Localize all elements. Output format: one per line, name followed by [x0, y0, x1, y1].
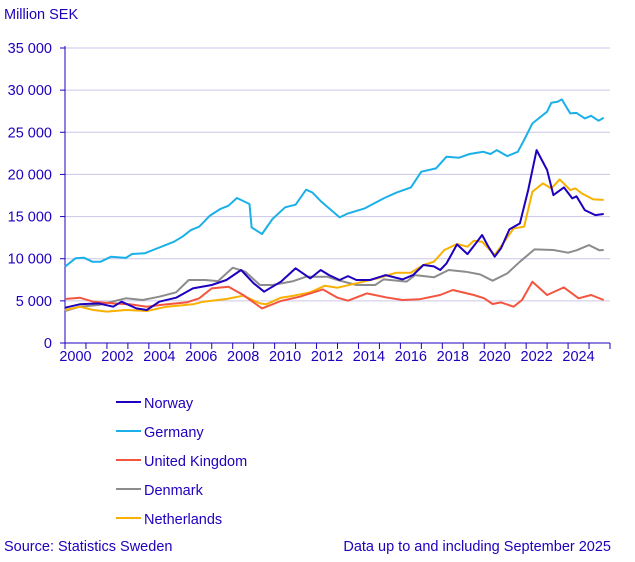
series-lines — [64, 98, 605, 313]
x-tick-label: 2010 — [269, 349, 301, 365]
series-line-denmark — [64, 244, 604, 312]
legend: Norway Germany United Kingdom Denmark Nether… — [116, 396, 247, 528]
legend-label: United Kingdom — [144, 454, 247, 470]
x-tick-label: 2000 — [59, 349, 91, 365]
y-tick-label: 0 — [44, 336, 52, 352]
y-tick-label: 30 000 — [8, 83, 52, 99]
legend-label: Norway — [144, 396, 194, 412]
y-tick-label: 20 000 — [8, 167, 52, 183]
legend-label: Netherlands — [144, 512, 222, 528]
x-tick-label: 2002 — [101, 349, 133, 365]
x-tick-label: 2006 — [185, 349, 217, 365]
x-tick-label: 2004 — [143, 349, 175, 365]
x-tick-label: 2020 — [479, 349, 511, 365]
gridlines — [65, 47, 610, 302]
legend-label: Germany — [144, 425, 204, 441]
x-tick-label: 2008 — [227, 349, 259, 365]
x-tick-label: 2024 — [562, 349, 594, 365]
data-note: Data up to and including September 2025 — [343, 539, 611, 555]
x-tick-label: 2018 — [437, 349, 469, 365]
legend-label: Denmark — [144, 483, 204, 499]
y-tick-label: 10 000 — [8, 252, 52, 268]
x-tick-label: 2014 — [353, 349, 385, 365]
series-line-germany — [64, 98, 605, 268]
y-tick-label: 35 000 — [8, 41, 52, 57]
series-line-united-kingdom — [64, 280, 605, 310]
y-tick-label: 5 000 — [16, 294, 52, 310]
y-axis-label: Million SEK — [4, 7, 78, 23]
x-tick-label: 2022 — [521, 349, 553, 365]
x-tick-label: 2012 — [311, 349, 343, 365]
series-line-norway — [64, 149, 604, 311]
y-tick-label: 15 000 — [8, 210, 52, 226]
series-line-netherlands — [64, 178, 604, 313]
y-axis-ticks: 0 5 000 10 000 15 000 20 000 25 000 30 000 35 0… — [8, 41, 66, 352]
x-tick-label: 2016 — [395, 349, 427, 365]
x-axis-ticks: 2000 2002 2004 2006 2008 2010 2012 2014 2016 2018… — [59, 342, 611, 365]
y-tick-label: 25 000 — [8, 125, 52, 141]
source-note: Source: Statistics Sweden — [4, 539, 173, 555]
